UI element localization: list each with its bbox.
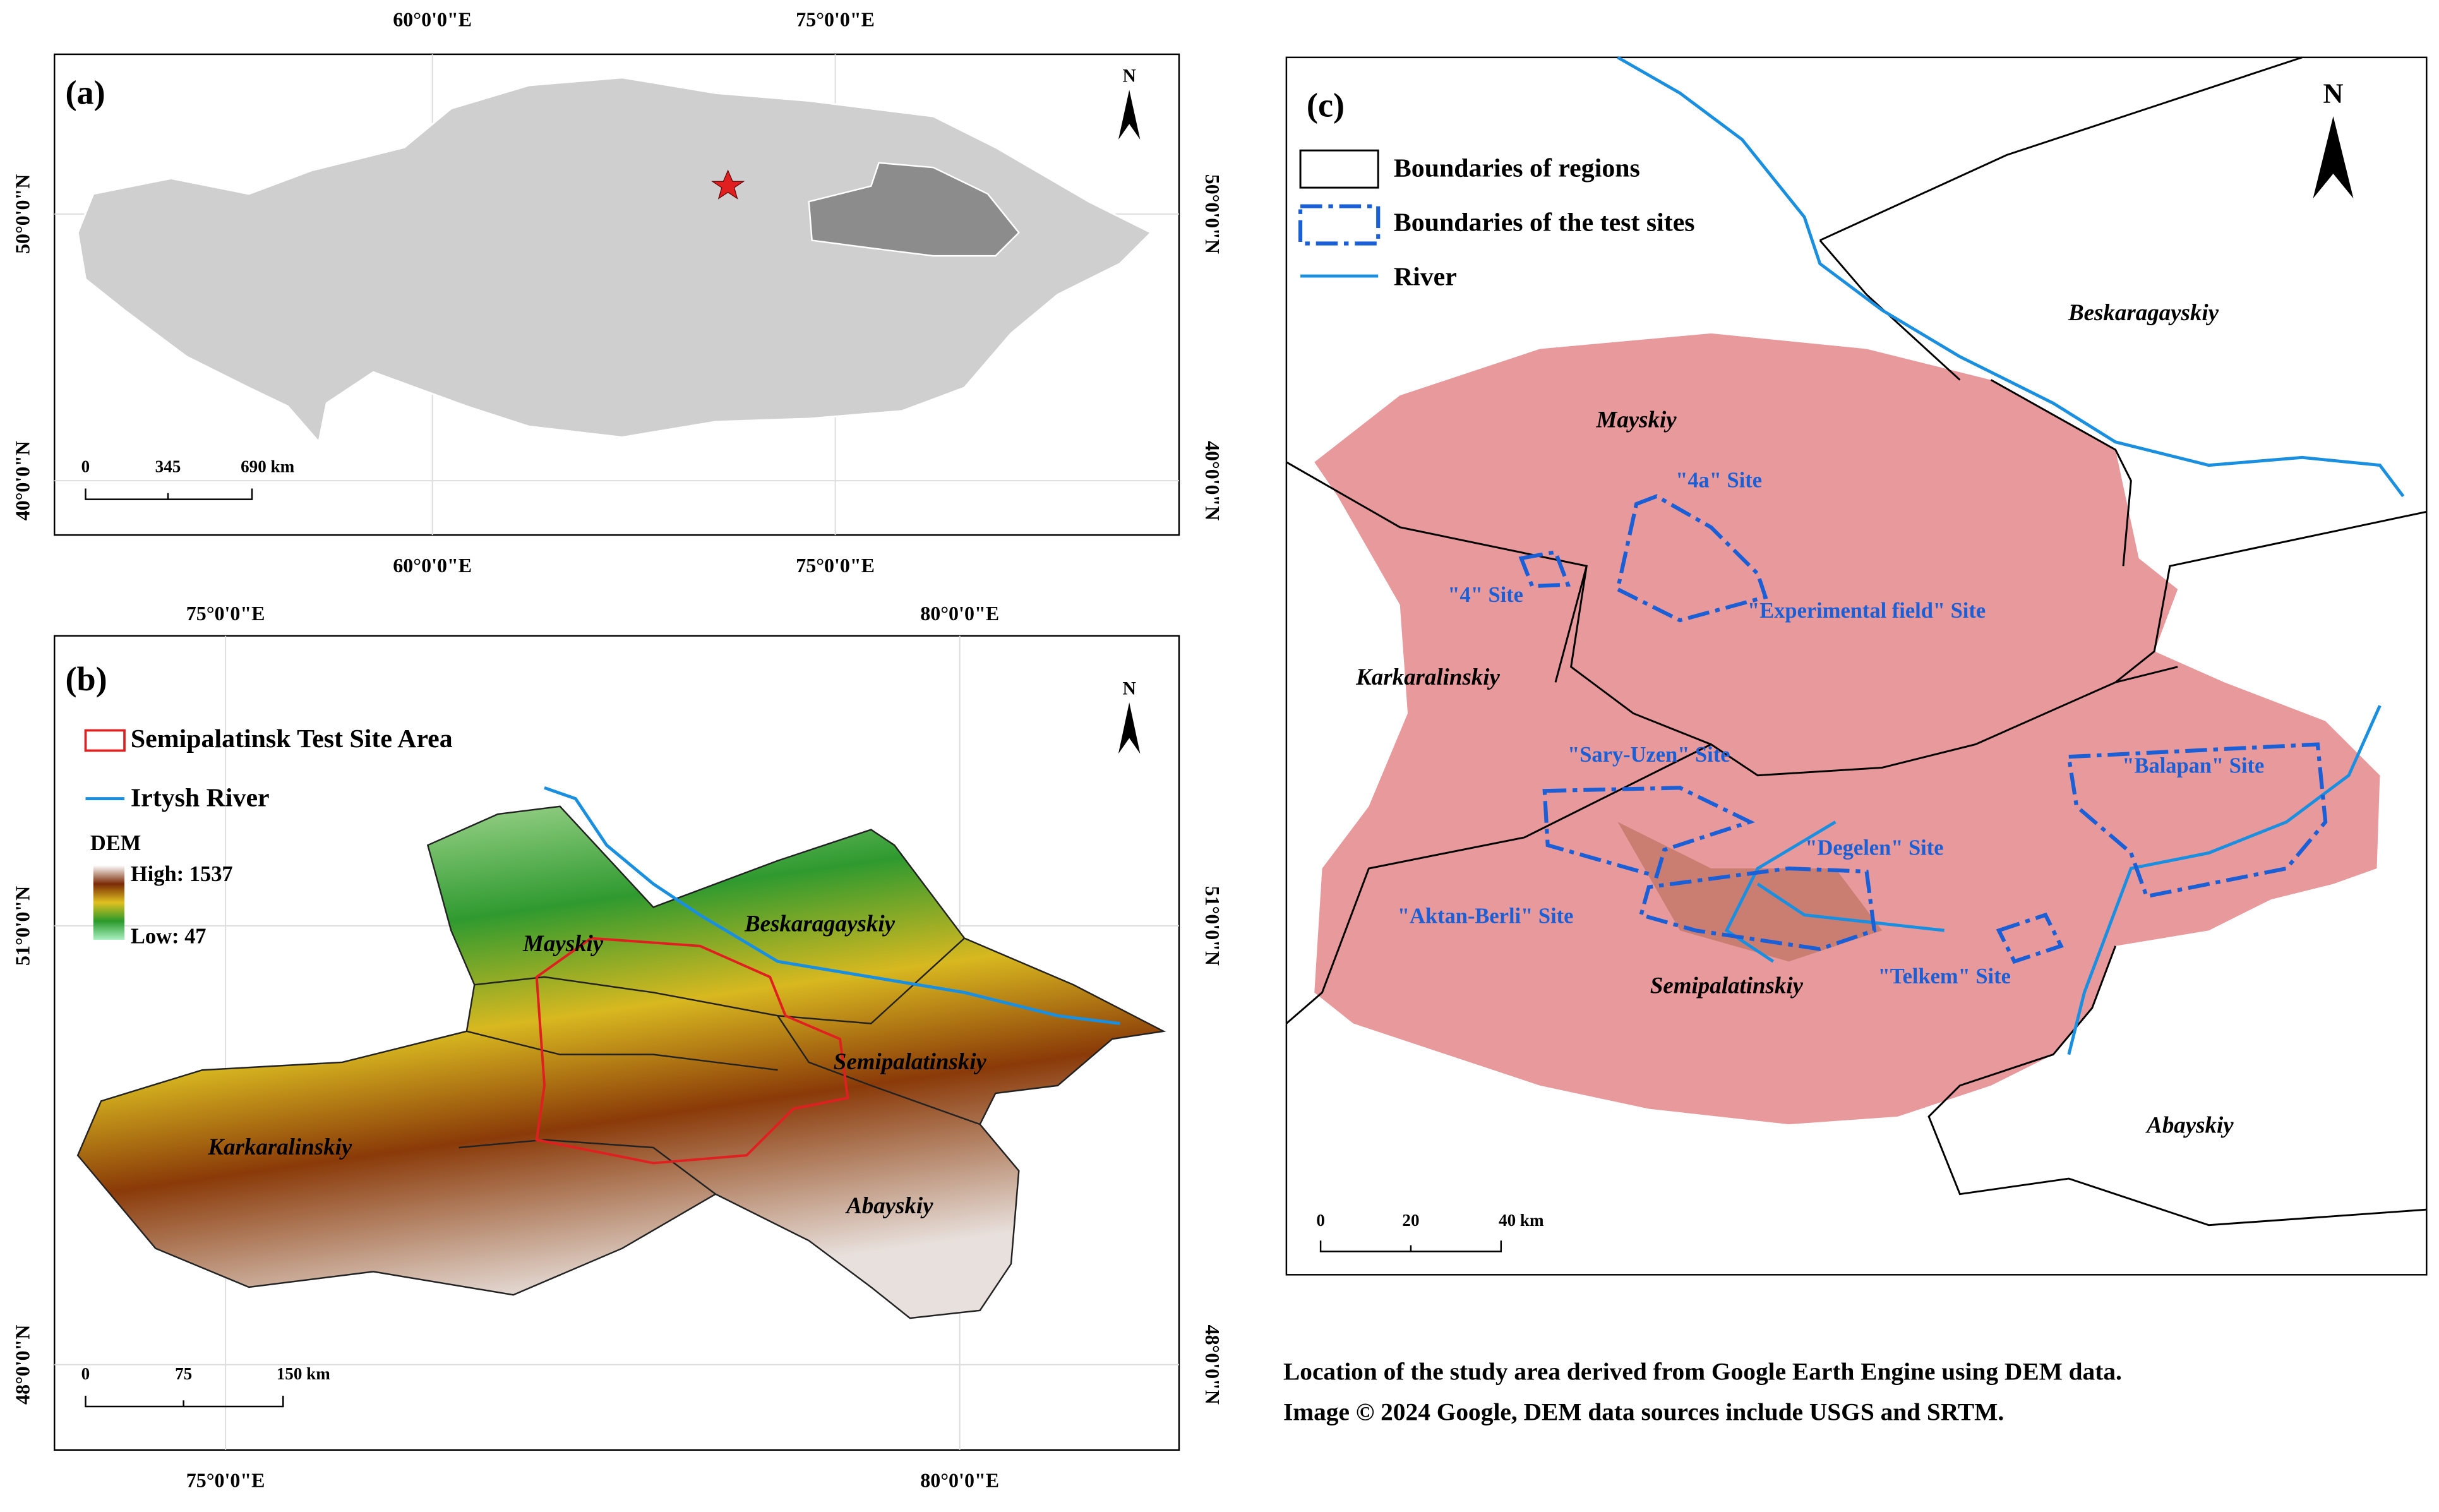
dem-ramp bbox=[93, 865, 125, 940]
north-label: N bbox=[1122, 66, 1136, 87]
lon-label: 75°0'0"E bbox=[186, 1470, 265, 1492]
test-site-area bbox=[535, 937, 849, 1165]
panel-a: (a) N 60°0'0"E 75°0'0"E 60°0'0"E 75°0'0"… bbox=[12, 9, 1223, 577]
irtysh-river bbox=[544, 786, 1120, 1025]
site-label: "Balapan" Site bbox=[2122, 753, 2264, 777]
region-label: Abayskiy bbox=[845, 1192, 933, 1218]
caption-line: Image © 2024 Google, DEM data sources in… bbox=[1283, 1398, 2004, 1425]
region-label: Beskaragayskiy bbox=[2068, 299, 2219, 325]
legend-label: River bbox=[1394, 263, 1457, 292]
lon-label: 80°0'0"E bbox=[920, 603, 999, 625]
region-label: Semipalatinskiy bbox=[1650, 973, 1804, 999]
lat-label: 40°0'0"N bbox=[1201, 441, 1223, 520]
panel-label: (b) bbox=[65, 660, 107, 698]
site-label: "Degelen" Site bbox=[1805, 836, 1943, 860]
panel-label: (c) bbox=[1307, 86, 1345, 124]
lat-label: 40°0'0"N bbox=[12, 441, 34, 520]
lon-label: 60°0'0"E bbox=[393, 9, 472, 31]
region-label: Mayskiy bbox=[1595, 406, 1677, 432]
lat-label: 48°0'0"N bbox=[1201, 1325, 1223, 1405]
lon-label: 80°0'0"E bbox=[920, 1470, 999, 1492]
region-label: Karkaralinskiy bbox=[207, 1134, 352, 1160]
region-boundaries bbox=[1285, 56, 2427, 1227]
legend-label: Boundaries of the test sites bbox=[1394, 208, 1695, 237]
scale-label: 0 bbox=[1316, 1211, 1325, 1230]
legend-swatch bbox=[84, 729, 126, 752]
panel-c: (c) N Boundaries of regions Boundaries o… bbox=[1285, 56, 2428, 1276]
scale-bar bbox=[85, 1395, 284, 1408]
lat-label: 51°0'0"N bbox=[12, 886, 34, 966]
scale-label: 150 km bbox=[277, 1364, 331, 1383]
terrain-patch bbox=[1617, 822, 1883, 962]
rivers bbox=[1617, 56, 2405, 1055]
study-region bbox=[808, 162, 1020, 257]
site-label: "4" Site bbox=[1447, 583, 1523, 607]
region-boundaries bbox=[458, 937, 981, 1195]
caption-line: Location of the study area derived from … bbox=[1283, 1358, 2122, 1386]
site-label: "Sary-Uzen" Site bbox=[1567, 743, 1730, 767]
site-label: "Telkem" Site bbox=[1878, 964, 2011, 988]
dem-low: Low: 47 bbox=[131, 924, 207, 948]
region-label: Karkaralinskiy bbox=[1355, 664, 1500, 690]
site-label: "Aktan-Berli" Site bbox=[1398, 904, 1574, 928]
scale-bar bbox=[85, 488, 253, 500]
region-label: Abayskiy bbox=[2145, 1112, 2234, 1138]
legend-label: Semipalatinsk Test Site Area bbox=[131, 724, 453, 753]
lon-label: 75°0'0"E bbox=[796, 9, 875, 31]
scale-label: 0 bbox=[81, 457, 90, 476]
north-arrow bbox=[1118, 702, 1141, 754]
star-marker bbox=[711, 169, 745, 200]
study-area-dem bbox=[76, 805, 1166, 1319]
lat-label: 51°0'0"N bbox=[1201, 886, 1223, 966]
north-arrow bbox=[2313, 116, 2354, 199]
scale-label: 20 bbox=[1402, 1211, 1419, 1230]
lon-label: 60°0'0"E bbox=[393, 555, 472, 577]
scale-label: 690 km bbox=[241, 457, 295, 476]
lat-label: 48°0'0"N bbox=[12, 1325, 34, 1405]
satellite-image bbox=[1314, 333, 2380, 1125]
region-label: Mayskiy bbox=[522, 930, 604, 956]
legend-swatch bbox=[1298, 204, 1381, 246]
site-label: "4a" Site bbox=[1675, 469, 1762, 493]
north-arrow bbox=[1118, 90, 1141, 140]
scale-label: 40 km bbox=[1499, 1211, 1544, 1230]
legend-label: Boundaries of regions bbox=[1394, 154, 1640, 183]
panel-label: (a) bbox=[65, 74, 105, 112]
region-label: Semipalatinskiy bbox=[834, 1048, 987, 1074]
lon-label: 75°0'0"E bbox=[186, 603, 265, 625]
scale-label: 75 bbox=[175, 1364, 192, 1383]
legend-swatch bbox=[1299, 149, 1379, 189]
scale-label: 0 bbox=[81, 1364, 90, 1383]
panel-b: (b) N Semipalatinsk Test Site Area Irtys… bbox=[12, 603, 1223, 1492]
region-label: Beskaragayskiy bbox=[744, 910, 896, 936]
legend-label: Irtysh River bbox=[131, 784, 270, 813]
north-label: N bbox=[2323, 78, 2344, 109]
north-label: N bbox=[1122, 678, 1136, 699]
lat-label: 50°0'0"N bbox=[1201, 174, 1223, 254]
lat-label: 50°0'0"N bbox=[12, 174, 34, 254]
dem-title: DEM bbox=[90, 831, 141, 855]
site-label: "Experimental field" Site bbox=[1747, 599, 1986, 623]
scale-label: 345 bbox=[155, 457, 181, 476]
test-site-boundaries bbox=[1518, 494, 2328, 964]
lon-label: 75°0'0"E bbox=[796, 555, 875, 577]
scale-bar bbox=[1319, 1240, 1502, 1252]
dem-high: High: 1537 bbox=[131, 862, 233, 886]
